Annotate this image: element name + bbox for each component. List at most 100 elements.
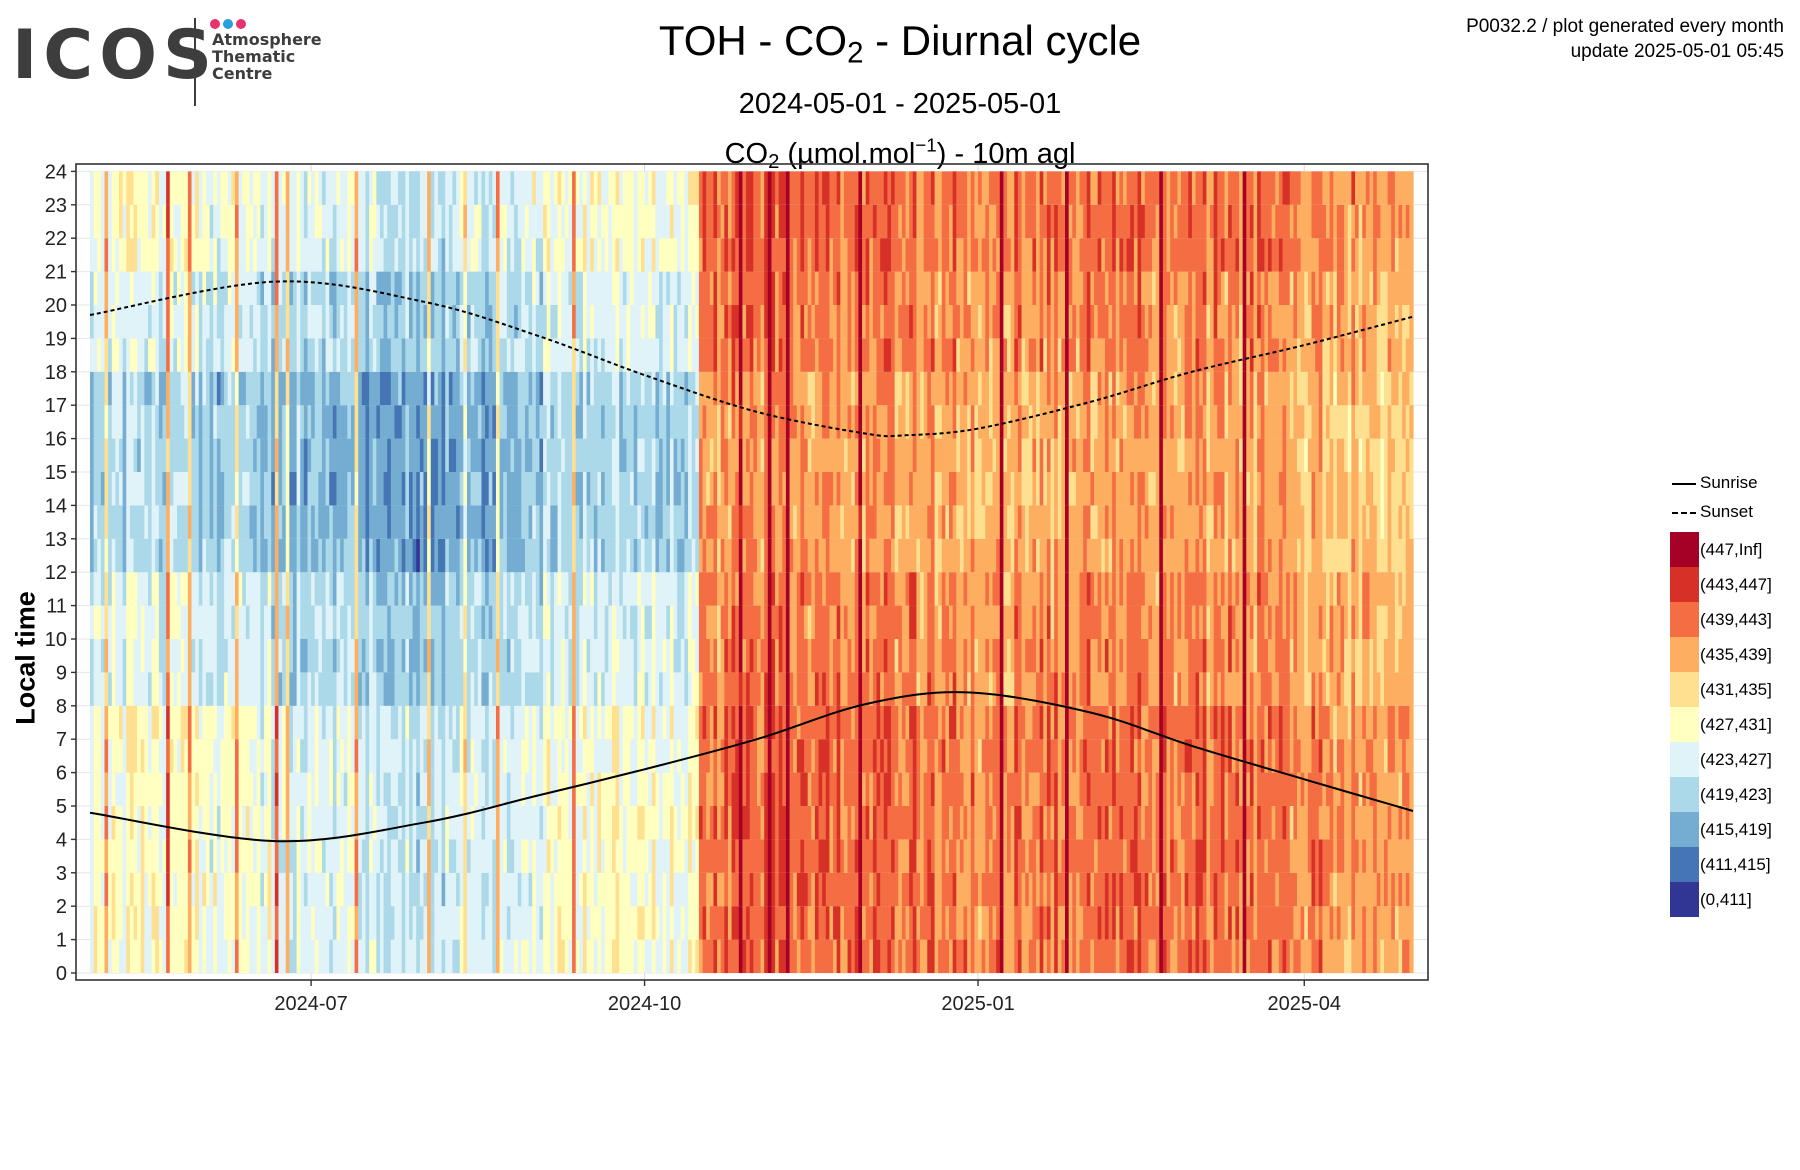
heatmap-cell bbox=[528, 872, 533, 907]
heatmap-cell bbox=[408, 505, 414, 539]
heatmap-cell bbox=[789, 204, 794, 239]
heatmap-cell bbox=[818, 906, 823, 940]
heatmap-cell bbox=[176, 872, 182, 907]
heatmap-cell bbox=[343, 271, 348, 305]
heatmap-cell bbox=[459, 939, 464, 973]
heatmap-cell bbox=[720, 739, 725, 773]
heatmap-cell bbox=[383, 271, 388, 305]
heatmap-cell bbox=[796, 672, 802, 706]
heatmap-cell bbox=[253, 705, 258, 740]
heatmap-cell bbox=[133, 371, 138, 406]
heatmap-cell bbox=[115, 872, 120, 907]
heatmap-cell bbox=[263, 405, 269, 439]
heatmap-cell bbox=[115, 906, 120, 940]
heatmap-cell bbox=[242, 839, 247, 873]
heatmap-cell bbox=[140, 705, 145, 740]
heatmap-cell bbox=[162, 839, 167, 873]
heatmap-cell bbox=[416, 739, 421, 773]
heatmap-cell bbox=[695, 605, 700, 639]
heatmap-cell bbox=[184, 405, 189, 439]
heatmap-cell bbox=[800, 338, 805, 372]
heatmap-cell bbox=[713, 505, 718, 539]
heatmap-cell bbox=[445, 705, 450, 740]
heatmap-cell bbox=[430, 538, 435, 573]
heatmap-cell bbox=[209, 639, 214, 673]
heatmap-cell bbox=[267, 238, 272, 272]
heatmap-cell bbox=[155, 204, 160, 239]
heatmap-cell bbox=[789, 371, 794, 406]
heatmap-cell bbox=[822, 605, 827, 639]
heatmap-cell bbox=[416, 472, 421, 506]
heatmap-cell bbox=[151, 639, 156, 673]
heatmap-cell bbox=[804, 204, 809, 239]
heatmap-cell bbox=[662, 672, 667, 706]
heatmap-cell bbox=[709, 806, 715, 840]
heatmap-cell bbox=[383, 305, 388, 339]
heatmap-cell bbox=[289, 672, 294, 706]
heatmap-cell bbox=[615, 371, 620, 406]
heatmap-cell bbox=[274, 906, 280, 940]
heatmap-cell bbox=[506, 772, 512, 806]
heatmap-cell bbox=[771, 204, 776, 239]
heatmap-cell bbox=[655, 371, 660, 406]
heatmap-cell bbox=[644, 572, 649, 606]
heatmap-cell bbox=[833, 204, 838, 239]
heatmap-cell bbox=[582, 204, 588, 239]
heatmap-cell bbox=[818, 772, 823, 806]
heatmap-cell bbox=[575, 538, 580, 573]
heatmap-cell bbox=[365, 705, 370, 740]
heatmap-cell bbox=[195, 305, 200, 339]
heatmap-cell bbox=[485, 639, 490, 673]
heatmap-cell bbox=[314, 438, 319, 472]
heatmap-cell bbox=[340, 906, 345, 940]
heatmap-cell bbox=[456, 405, 461, 439]
heatmap-cell bbox=[205, 371, 211, 406]
heatmap-cell bbox=[398, 204, 403, 239]
heatmap-cell bbox=[524, 338, 530, 372]
heatmap-cell bbox=[727, 238, 733, 272]
heatmap-cell bbox=[187, 572, 193, 606]
heatmap-cell bbox=[463, 405, 468, 439]
heatmap-cell bbox=[713, 939, 718, 973]
heatmap-cell bbox=[568, 772, 573, 806]
heatmap-cell bbox=[245, 806, 251, 840]
heatmap-cell bbox=[463, 438, 468, 472]
heatmap-cell bbox=[503, 338, 508, 372]
heatmap-cell bbox=[365, 505, 370, 539]
heatmap-cell bbox=[147, 238, 153, 272]
heatmap-cell bbox=[695, 438, 700, 472]
heatmap-cell bbox=[401, 438, 406, 472]
heatmap-cell bbox=[292, 772, 298, 806]
heatmap-cell bbox=[303, 371, 309, 406]
heatmap-cell bbox=[456, 538, 461, 573]
heatmap-cell bbox=[90, 572, 95, 606]
heatmap-cell bbox=[350, 238, 356, 272]
heatmap-cell bbox=[158, 772, 164, 806]
heatmap-cell bbox=[470, 305, 475, 339]
heatmap-cell bbox=[100, 472, 106, 506]
heatmap-cell bbox=[680, 305, 686, 339]
heatmap-cell bbox=[292, 438, 298, 472]
heatmap-cell bbox=[655, 171, 660, 205]
heatmap-cell bbox=[162, 772, 167, 806]
heatmap-cell bbox=[528, 906, 533, 940]
heatmap-cell bbox=[187, 505, 193, 539]
heatmap-cell bbox=[553, 605, 559, 639]
heatmap-cell bbox=[419, 204, 425, 239]
heatmap-cell bbox=[445, 605, 450, 639]
heatmap-cell bbox=[510, 939, 515, 973]
heatmap-cell bbox=[724, 371, 729, 406]
heatmap-cell bbox=[485, 171, 490, 205]
heatmap-cell bbox=[532, 371, 537, 406]
heatmap-cell bbox=[818, 505, 823, 539]
heatmap-cell bbox=[510, 839, 515, 873]
heatmap-cell bbox=[296, 806, 301, 840]
heatmap-cell bbox=[727, 405, 733, 439]
heatmap-cell bbox=[619, 204, 624, 239]
heatmap-cell bbox=[452, 271, 457, 305]
heatmap-cell bbox=[818, 806, 823, 840]
heatmap-cell bbox=[666, 839, 671, 873]
heatmap-cell bbox=[727, 338, 733, 372]
heatmap-cell bbox=[553, 772, 559, 806]
heatmap-cell bbox=[173, 171, 178, 205]
